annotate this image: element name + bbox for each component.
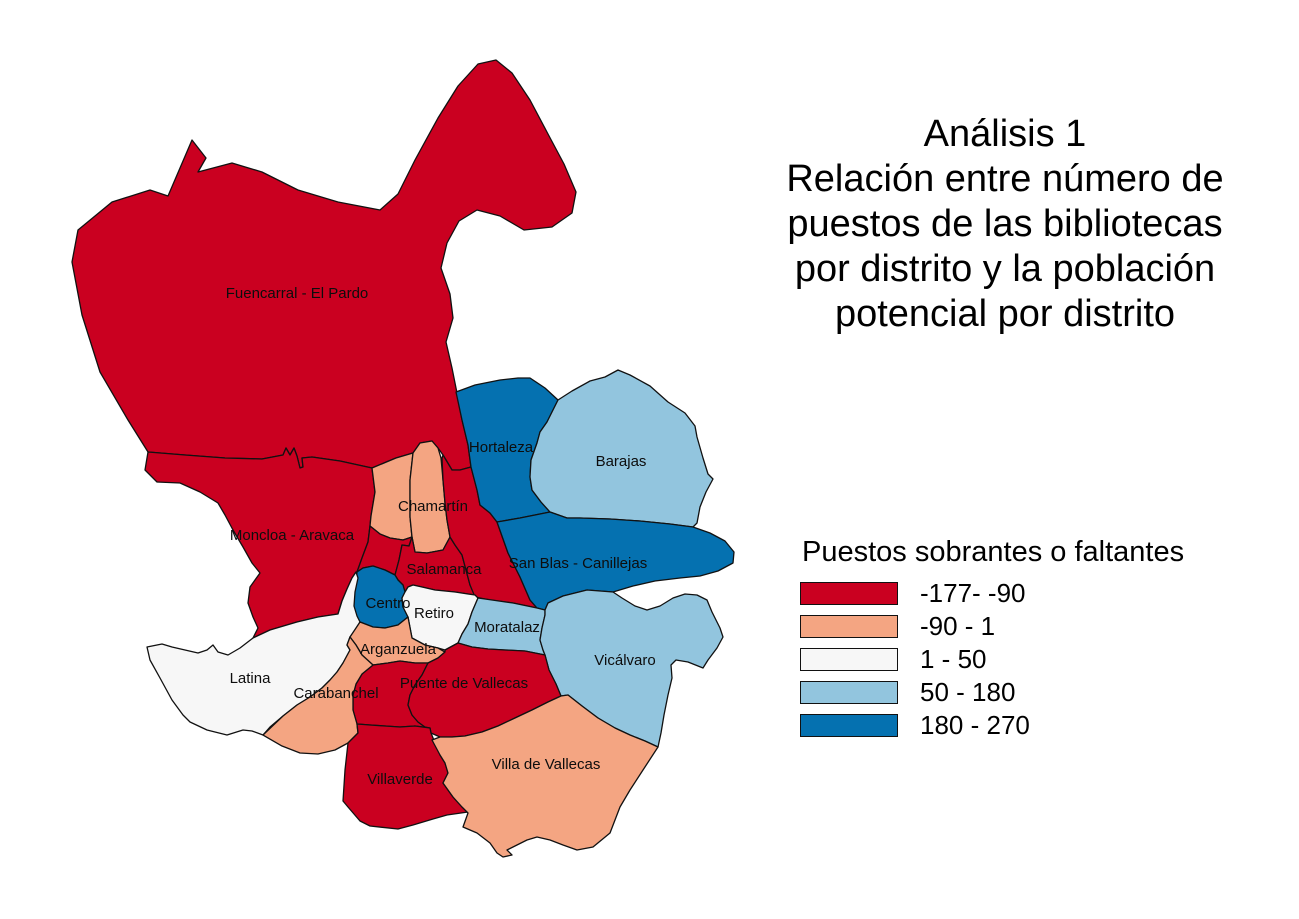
district-carabanchel [262, 636, 374, 755]
district-label-san-blas-canillejas: San Blas - Canillejas [509, 555, 647, 572]
legend-label: 1 - 50 [920, 643, 987, 674]
legend-row: -90 - 1 [800, 611, 1270, 641]
district-tetuan [369, 452, 414, 541]
district-label-moncloa-aravaca: Moncloa - Aravaca [230, 527, 355, 544]
district-label-villaverde: Villaverde [367, 771, 433, 788]
district-label-puente-de-vallecas: Puente de Vallecas [400, 675, 528, 692]
legend-label: 50 - 180 [920, 676, 1016, 707]
district-label-arganzuela: Arganzuela [360, 641, 437, 658]
legend-swatch-salmon [800, 614, 898, 638]
district-label-salamanca: Salamanca [406, 561, 482, 578]
legend-label: -90 - 1 [920, 610, 996, 641]
legend-swatch-dark-blue [800, 713, 898, 737]
legend-row: 1 - 50 [800, 644, 1270, 674]
legend-row: 50 - 180 [800, 677, 1270, 707]
figure-title: Análisis 1 Relación entre número de pues… [786, 113, 1224, 335]
district-label-carabanchel: Carabanchel [293, 685, 378, 702]
district-label-centro: Centro [365, 595, 410, 612]
legend-swatch-white [800, 647, 898, 671]
legend-swatch-light-blue [800, 680, 898, 704]
district-label-hortaleza: Hortaleza [469, 439, 534, 456]
district-label-moratalaz: Moratalaz [474, 619, 540, 636]
district-label-retiro: Retiro [414, 605, 454, 622]
district-barajas [529, 369, 714, 528]
legend-title: Puestos sobrantes o faltantes [802, 536, 1185, 568]
legend-swatch-red [800, 581, 898, 605]
district-label-chamartin: Chamartín [398, 498, 468, 515]
district-label-villa-de-vallecas: Villa de Vallecas [492, 756, 601, 773]
legend-label: 180 - 270 [920, 709, 1030, 740]
district-villa-de-vallecas [431, 694, 659, 858]
district-label-vicalvaro: Vicálvaro [594, 652, 655, 669]
district-label-latina: Latina [230, 670, 272, 687]
legend-row: -177- -90 [800, 578, 1270, 608]
district-label-barajas: Barajas [596, 453, 647, 470]
legend-row: 180 - 270 [800, 710, 1270, 740]
legend: Puestos sobrantes o faltantes -177- -90 … [800, 536, 1270, 746]
district-label-fuencarral-el-pardo: Fuencarral - El Pardo [226, 285, 369, 302]
legend-label: -177- -90 [920, 577, 1026, 608]
